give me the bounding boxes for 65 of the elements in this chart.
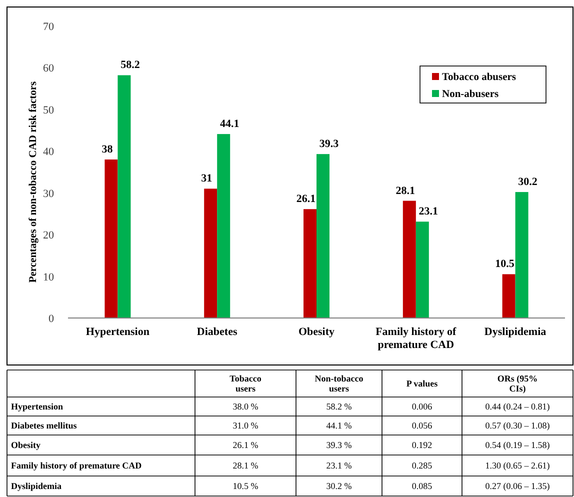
category-label: ORs (95% CIs) — [497, 374, 538, 394]
text: 0.54 (0.19 – 1.58) — [485, 440, 550, 450]
y-tick-label: 0 — [48, 313, 54, 325]
text: 30.2 % — [326, 481, 352, 491]
y-tick-label: 30 — [43, 188, 54, 200]
text: 0.192 — [412, 440, 432, 450]
text: 38.0 % — [232, 402, 258, 412]
x-tick-label: Dyslipidemia — [484, 326, 547, 338]
text: 0.27 (0.06 – 1.35) — [485, 481, 550, 491]
y-tick-label: 40 — [43, 146, 54, 158]
text: 0.57 (0.30 – 1.08) — [485, 420, 550, 430]
text: 0.44 (0.24 – 0.81) — [485, 402, 550, 412]
text: 1.30 (0.65 – 2.61) — [485, 460, 550, 470]
text: 0.006 — [412, 402, 432, 412]
y-tick-label: 60 — [43, 62, 54, 75]
x-tick-label: Obesity — [298, 326, 336, 338]
category-label: P values — [406, 378, 438, 388]
legend-label: Non-abusers — [442, 89, 499, 100]
text: 28.1 % — [232, 460, 258, 470]
bar — [316, 154, 330, 318]
x-tick-label: Diabetes — [196, 326, 238, 338]
data-label: 28.1 — [396, 184, 416, 197]
bar — [217, 134, 230, 318]
data-label: 39.3 — [319, 138, 340, 150]
text: 39.3 % — [326, 440, 352, 450]
text: 0.056 — [412, 420, 432, 430]
y-tick-label: 70 — [43, 21, 54, 33]
bar — [118, 75, 131, 318]
category-label: Non-tobacco users — [314, 374, 364, 394]
text: 26.1 % — [232, 440, 258, 450]
data-label: 23.1 — [418, 206, 438, 218]
bar — [502, 274, 516, 318]
category-label: Diabetes mellitus — [11, 420, 77, 430]
category-label: Dyslipidemia — [11, 481, 62, 491]
legend-label: Tobacco abusers — [442, 72, 516, 83]
data-label: 10.5 — [495, 258, 515, 270]
x-tick-label: Family history of premature CAD — [376, 326, 457, 351]
text: 23.1 % — [326, 460, 352, 470]
data-label: 38 — [102, 143, 114, 156]
bar — [104, 159, 118, 318]
y-axis-title: Percentages of non-tobacco CAD risk factors — [28, 81, 39, 283]
text: 44.1 % — [326, 420, 352, 430]
data-label: 31 — [201, 172, 212, 185]
category-label: Tobacco users — [230, 374, 262, 394]
text: 10.5 % — [232, 481, 258, 491]
text: 0.285 — [412, 460, 432, 470]
y-tick-label: 20 — [43, 230, 54, 242]
bar — [515, 192, 528, 318]
data-label: 58.2 — [120, 59, 140, 72]
bar — [304, 209, 316, 318]
data-label: 30.2 — [518, 176, 538, 188]
y-tick-label: 50 — [43, 104, 54, 116]
category-label: Hypertension — [11, 402, 64, 412]
text: 58.2 % — [326, 402, 352, 412]
text: 31.0 % — [232, 420, 258, 430]
x-tick-label: Hypertension — [86, 326, 150, 338]
bar — [204, 188, 218, 318]
category-label: Family history of premature CAD — [11, 460, 142, 470]
text: 0.085 — [412, 481, 432, 491]
bar — [416, 222, 429, 318]
data-label: 44.1 — [220, 118, 240, 130]
y-tick-label: 10 — [43, 271, 54, 284]
bar — [402, 200, 416, 318]
category-label: Obesity — [11, 440, 41, 450]
data-label: 26.1 — [296, 193, 316, 206]
